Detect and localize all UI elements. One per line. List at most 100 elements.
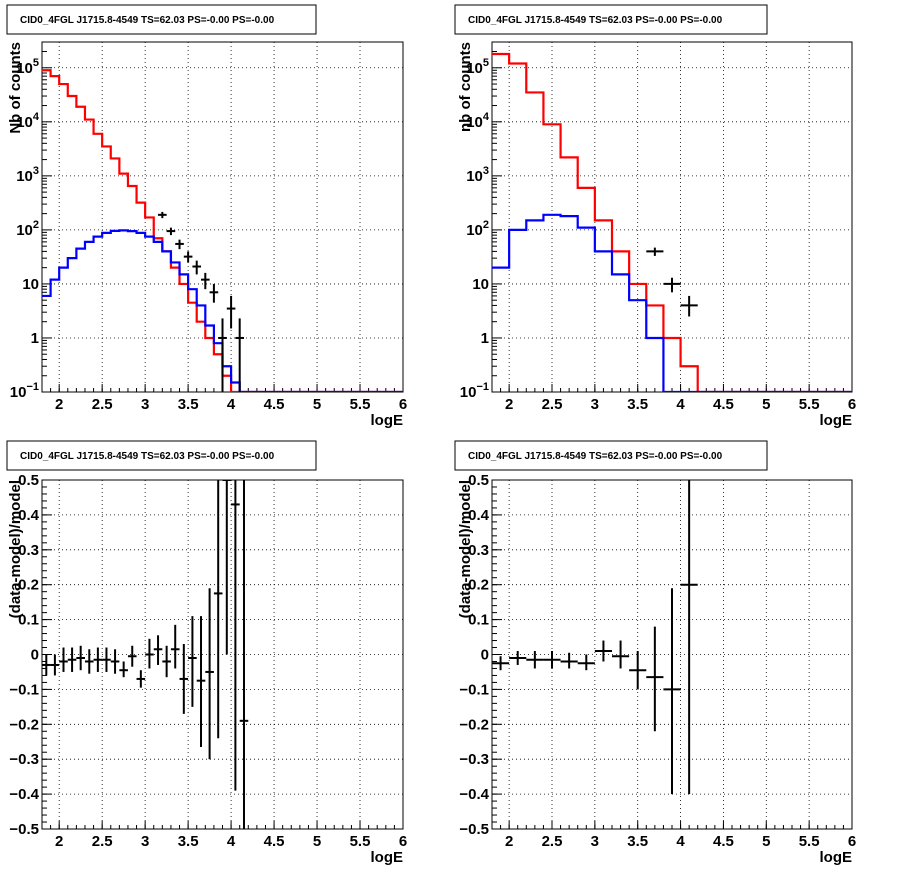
- x-axis-label: logE: [820, 849, 853, 866]
- x-tick-label: 5: [762, 396, 770, 413]
- y-tick-label: 10−1: [460, 381, 489, 401]
- x-axis-label: logE: [371, 849, 404, 866]
- data-point: [93, 647, 103, 672]
- data-point: [594, 640, 612, 662]
- y-tick-label: 104: [16, 111, 40, 131]
- data-point: [218, 318, 227, 392]
- x-tick-label: 3.5: [178, 833, 199, 850]
- y-tick-label: −0.1: [9, 681, 39, 698]
- y-tick-label: 10−1: [10, 381, 39, 401]
- data-point: [136, 670, 146, 688]
- y-tick-label: −0.4: [9, 786, 39, 803]
- data-point: [680, 480, 698, 795]
- y-tick-label: 0.5: [468, 472, 489, 489]
- data-layer: [42, 480, 249, 829]
- data-point: [663, 588, 681, 795]
- data-point: [663, 277, 681, 293]
- y-tick-label: 10: [22, 276, 39, 293]
- data-point: [50, 654, 60, 676]
- data-point: [158, 211, 167, 219]
- title-box: [454, 4, 768, 35]
- y-tick-label: 0: [481, 647, 489, 664]
- x-tick-label: 3.5: [627, 396, 648, 413]
- y-tick-label: 0.1: [18, 612, 39, 629]
- x-tick-label: 4.5: [264, 396, 285, 413]
- chart-title: CID0_4FGL J1715.8-4549 TS=62.03 PS=-0.00…: [20, 15, 275, 26]
- data-layer: [492, 52, 852, 392]
- plot-area: 2 2.5 3 3.5 4 4.5 5 5.5 6 10−1 1 10 102 103 104 105 logE…: [457, 41, 856, 429]
- y-tick-label: 0.2: [18, 577, 39, 594]
- histogram-series: [42, 229, 403, 392]
- y-tick-label: 0.2: [468, 577, 489, 594]
- data-point: [492, 656, 510, 671]
- data-point: [612, 640, 630, 669]
- x-axis-label: logE: [820, 412, 853, 429]
- y-tick-label: 0.4: [18, 507, 40, 524]
- x-tick-label: 4: [676, 396, 685, 413]
- y-tick-label: 1: [31, 330, 39, 347]
- y-tick-label: −0.2: [9, 716, 39, 733]
- data-point: [166, 227, 176, 236]
- y-tick-label: 1: [481, 330, 489, 347]
- y-tick-label: 0.3: [468, 542, 489, 559]
- y-tick-label: −0.2: [459, 716, 489, 733]
- data-point: [235, 318, 244, 392]
- histogram-series: [492, 52, 852, 392]
- data-point: [42, 654, 51, 676]
- histogram-series: [492, 213, 852, 392]
- y-axis-label: nb of counts: [457, 42, 474, 132]
- data-point: [646, 247, 664, 256]
- x-tick-label: 6: [848, 396, 856, 413]
- title-box: [6, 440, 317, 471]
- data-point: [67, 647, 77, 672]
- data-point: [646, 626, 664, 732]
- x-tick-label: 5: [762, 833, 770, 850]
- y-tick-label: −0.3: [9, 751, 39, 768]
- x-tick-label: 6: [848, 833, 856, 850]
- chart-title: CID0_4FGL J1715.8-4549 TS=62.03 PS=-0.00…: [468, 451, 723, 462]
- panel-top-right: CID0_4FGL J1715.8-4549 TS=62.03 PS=-0.00…: [454, 4, 856, 429]
- y-tick-label: −0.5: [459, 821, 489, 838]
- title-box: [454, 440, 768, 471]
- x-tick-label: 3: [591, 833, 599, 850]
- plot-area: 2 2.5 3 3.5 4 4.5 5 5.5 6 −0.5 −0.4 −0.3 −0.2 −0.1 0 0.…: [457, 472, 856, 866]
- y-tick-label: 0.1: [468, 612, 489, 629]
- data-point: [170, 624, 180, 669]
- panel-bottom-left: CID0_4FGL J1715.8-4549 TS=62.03 PS=-0.00…: [6, 440, 407, 866]
- data-point: [175, 239, 184, 250]
- data-point: [119, 661, 128, 678]
- data-point: [222, 480, 232, 655]
- x-axis-label: logE: [371, 412, 404, 429]
- x-tick-label: 2: [55, 396, 63, 413]
- plot-area: 2 2.5 3 3.5 4 4.5 5 5.5 6 −0.5 −0.4 −0.3 −0.2 −0.1 0 0.…: [7, 472, 407, 866]
- plot-frame: [491, 479, 853, 830]
- data-point: [102, 647, 111, 672]
- data-point: [577, 654, 595, 671]
- y-axis-label: (data-model)/model: [7, 480, 24, 618]
- y-tick-label: −0.1: [459, 681, 489, 698]
- chart-title: CID0_4FGL J1715.8-4549 TS=62.03 PS=-0.00…: [468, 15, 723, 26]
- panel-bottom-right: CID0_4FGL J1715.8-4549 TS=62.03 PS=-0.00…: [454, 440, 856, 866]
- x-tick-label: 2.5: [92, 396, 113, 413]
- data-point: [205, 588, 214, 760]
- y-tick-label: −0.4: [459, 786, 489, 803]
- data-layer: [492, 480, 698, 795]
- data-point: [213, 480, 223, 739]
- y-axis-label: (data-model)/model: [457, 480, 474, 618]
- panel-top-left: CID0_4FGL J1715.8-4549 TS=62.03 PS=-0.00…: [6, 4, 407, 429]
- data-point: [192, 260, 202, 275]
- data-point: [145, 638, 154, 669]
- x-tick-label: 5.5: [350, 833, 371, 850]
- x-tick-label: 4: [676, 833, 685, 850]
- data-point: [560, 652, 578, 669]
- data-point: [239, 480, 249, 829]
- y-tick-label: 10: [472, 276, 489, 293]
- x-tick-label: 4: [227, 396, 236, 413]
- x-tick-label: 2.5: [542, 396, 563, 413]
- y-tick-label: 105: [466, 57, 489, 77]
- x-tick-label: 2: [505, 833, 513, 850]
- y-tick-label: 102: [466, 219, 489, 239]
- data-layer: [42, 69, 403, 392]
- x-tick-label: 4.5: [713, 833, 734, 850]
